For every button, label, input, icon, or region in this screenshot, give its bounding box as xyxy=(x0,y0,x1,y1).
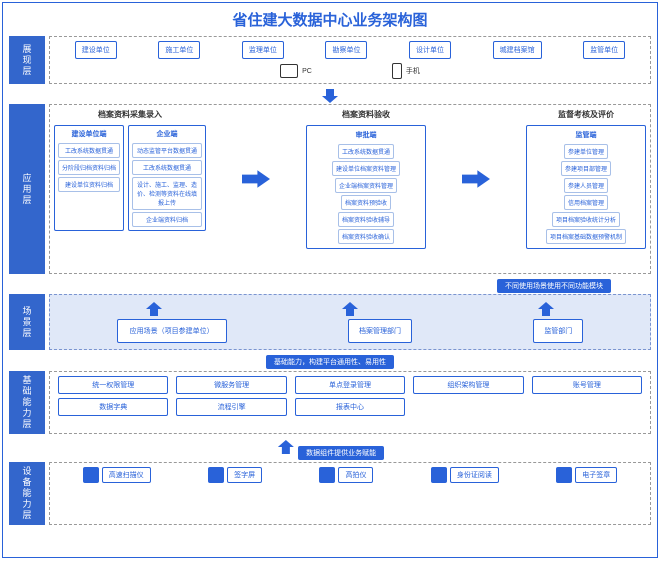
app-item: 分阶段归档资料归档 xyxy=(58,160,120,175)
app-item: 企业端资料归档 xyxy=(132,212,202,227)
subcol-enterprise: 企业端 动态监管平台数据贯通 工改系统数据贯通 设计、施工、监理、造价、检测等资… xyxy=(128,125,206,231)
layer-label-app: 应用层 xyxy=(9,104,45,274)
app-layer: 应用层 档案资料采集录入 建设单位端 工改系统数据贯通 分阶段归档资料归档 建设… xyxy=(9,104,651,274)
svc-box: 统一权限管理 xyxy=(58,376,168,394)
scenario-layer: 场景层 应用场景（项目参建单位） 档案管理部门 监管部门 xyxy=(9,294,651,350)
scenario-box: 应用场景（项目参建单位） xyxy=(117,319,227,343)
arrow-right-icon xyxy=(462,168,490,190)
arrow-up-icon xyxy=(340,302,360,316)
layer-label-basic: 基础能力层 xyxy=(9,371,45,434)
app-item: 企业端档案资料管理 xyxy=(335,178,397,193)
app-item: 工改系统数据贯通 xyxy=(58,143,120,158)
svc-box: 微服务管理 xyxy=(176,376,286,394)
basic-layer: 基础能力层 统一权限管理 微服务管理 单点登录管理 组织架构管理 账号管理 数据… xyxy=(9,371,651,434)
app-item: 档案资料验收确认 xyxy=(338,229,394,244)
device-phone: 手机 xyxy=(392,63,420,79)
layer-label-display: 展现层 xyxy=(9,36,45,84)
pc-icon xyxy=(280,64,298,78)
app-item: 工改系统数据贯通 xyxy=(132,160,202,175)
app-item: 建设单位资料归档 xyxy=(58,177,120,192)
banner-basic1: 基础能力，构建平台通用性、易用性 xyxy=(266,355,394,369)
idcard-icon xyxy=(431,467,447,483)
hw-item: 高速扫描仪 xyxy=(83,467,151,483)
app-item: 信用档案管理 xyxy=(564,195,608,210)
seal-icon xyxy=(556,467,572,483)
phone-icon xyxy=(392,63,402,79)
svc-box: 账号管理 xyxy=(532,376,642,394)
svc-box: 单点登录管理 xyxy=(295,376,405,394)
unit-box: 监管单位 xyxy=(583,41,625,59)
subcol-build: 建设单位端 工改系统数据贯通 分阶段归档资料归档 建设单位资料归档 xyxy=(54,125,124,231)
app-item: 设计、施工、监理、造价、检测等资料在线填报上传 xyxy=(132,177,202,210)
scenario-box: 监管部门 xyxy=(533,319,583,343)
device-layer: 设备能力层 高速扫描仪 签字屏 高拍仪 身份证阅读 电子签章 xyxy=(9,462,651,525)
camera-icon xyxy=(319,467,335,483)
svc-box: 数据字典 xyxy=(58,398,168,416)
arrow-down-icon xyxy=(320,89,340,103)
app-item: 参建项目部管理 xyxy=(561,161,611,176)
app-item: 项目档案基础数据预警机制 xyxy=(546,229,626,244)
arrow-up-icon xyxy=(276,440,296,454)
unit-box: 施工单位 xyxy=(158,41,200,59)
app-col-supervise: 监督考核及评价 监管端 参建单位管理 参建项目部管理 参建人员管理 信用档案管理… xyxy=(526,109,646,249)
architecture-diagram: 省住建大数据中心业务架构图 展现层 建设单位 施工单位 监理单位 勘察单位 设计… xyxy=(2,2,658,558)
arrow-right-icon xyxy=(242,168,270,190)
arrow-up-icon xyxy=(536,302,556,316)
scanner-icon xyxy=(83,467,99,483)
unit-box: 监理单位 xyxy=(242,41,284,59)
unit-box: 设计单位 xyxy=(409,41,451,59)
app-item: 档案资料预验收 xyxy=(341,195,391,210)
svc-box: 组织架构管理 xyxy=(413,376,523,394)
hw-item: 签字屏 xyxy=(208,467,262,483)
app-col-collect: 档案资料采集录入 建设单位端 工改系统数据贯通 分阶段归档资料归档 建设单位资料… xyxy=(54,109,206,249)
app-item: 动态监管平台数据贯通 xyxy=(132,143,202,158)
layer-label-device: 设备能力层 xyxy=(9,462,45,525)
svc-box: 流程引擎 xyxy=(176,398,286,416)
display-layer: 展现层 建设单位 施工单位 监理单位 勘察单位 设计单位 城建档案馆 监管单位 … xyxy=(9,36,651,84)
unit-box: 勘察单位 xyxy=(325,41,367,59)
app-col-verify: 档案资料验收 审批端 工改系统数据贯通 建设单位档案资料管理 企业端档案资料管理… xyxy=(306,109,426,249)
layer-label-scenario: 场景层 xyxy=(9,294,45,350)
app-item: 工改系统数据贯通 xyxy=(338,144,394,159)
hw-item: 高拍仪 xyxy=(319,467,373,483)
app-item: 档案资料验收辅导 xyxy=(338,212,394,227)
scenario-box: 档案管理部门 xyxy=(348,319,412,343)
sign-icon xyxy=(208,467,224,483)
banner-scenario: 不同使用场景使用不同功能模块 xyxy=(497,279,611,293)
device-pc: PC xyxy=(280,64,312,78)
app-item: 参建人员管理 xyxy=(564,178,608,193)
diagram-title: 省住建大数据中心业务架构图 xyxy=(9,9,651,30)
unit-box: 建设单位 xyxy=(75,41,117,59)
hw-item: 身份证阅读 xyxy=(431,467,499,483)
unit-box: 城建档案馆 xyxy=(493,41,542,59)
arrow-up-icon xyxy=(144,302,164,316)
app-item: 项目档案验收统计分析 xyxy=(552,212,620,227)
app-item: 参建单位管理 xyxy=(564,144,608,159)
hw-item: 电子签章 xyxy=(556,467,617,483)
app-item: 建设单位档案资料管理 xyxy=(332,161,400,176)
banner-basic2: 数据组件提供业务赋能 xyxy=(298,446,384,460)
svc-box: 报表中心 xyxy=(295,398,405,416)
